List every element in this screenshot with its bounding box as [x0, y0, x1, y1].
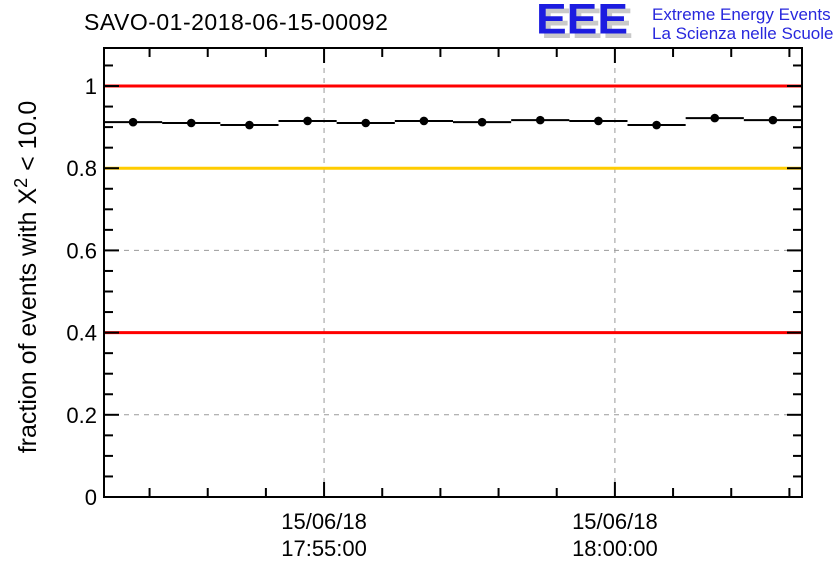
y-tick-label: 0.4 [66, 321, 97, 346]
eee-logo-text: Extreme Energy Events La Scienza nelle S… [652, 5, 833, 43]
data-point [594, 116, 603, 126]
y-tick-label: 0.8 [66, 156, 97, 181]
page-title: SAVO-01-2018-06-15-00092 [84, 9, 389, 35]
data-point [477, 117, 487, 127]
data-point [419, 116, 429, 126]
eee-logo-line2: La Scienza nelle Scuole [652, 24, 834, 43]
data-point [128, 117, 138, 127]
x-tick-label-date: 15/06/18 [572, 509, 658, 534]
data-point [768, 115, 778, 125]
eee-logo-line1: Extreme Energy Events [652, 5, 831, 24]
x-tick-label-time: 18:00:00 [572, 536, 658, 561]
y-axis-title: fraction of events with X2 < 10.0 [10, 100, 43, 454]
y-tick-label: 0.6 [66, 238, 97, 263]
eee-logo-acronym: EEE [536, 0, 629, 43]
y-tick-label: 1 [85, 74, 97, 99]
y-tick-label: 0 [85, 485, 97, 510]
data-point [245, 120, 254, 130]
data-point [652, 120, 661, 130]
x-tick-label-date: 15/06/18 [281, 509, 367, 534]
plot-frame [103, 47, 803, 498]
y-tick-label: 0.2 [66, 403, 97, 428]
data-point [303, 116, 312, 126]
data-point [710, 113, 720, 123]
x-tick-label-time: 17:55:00 [281, 536, 367, 561]
data-point [535, 115, 545, 125]
data-point [186, 118, 196, 128]
data-point [361, 118, 371, 128]
